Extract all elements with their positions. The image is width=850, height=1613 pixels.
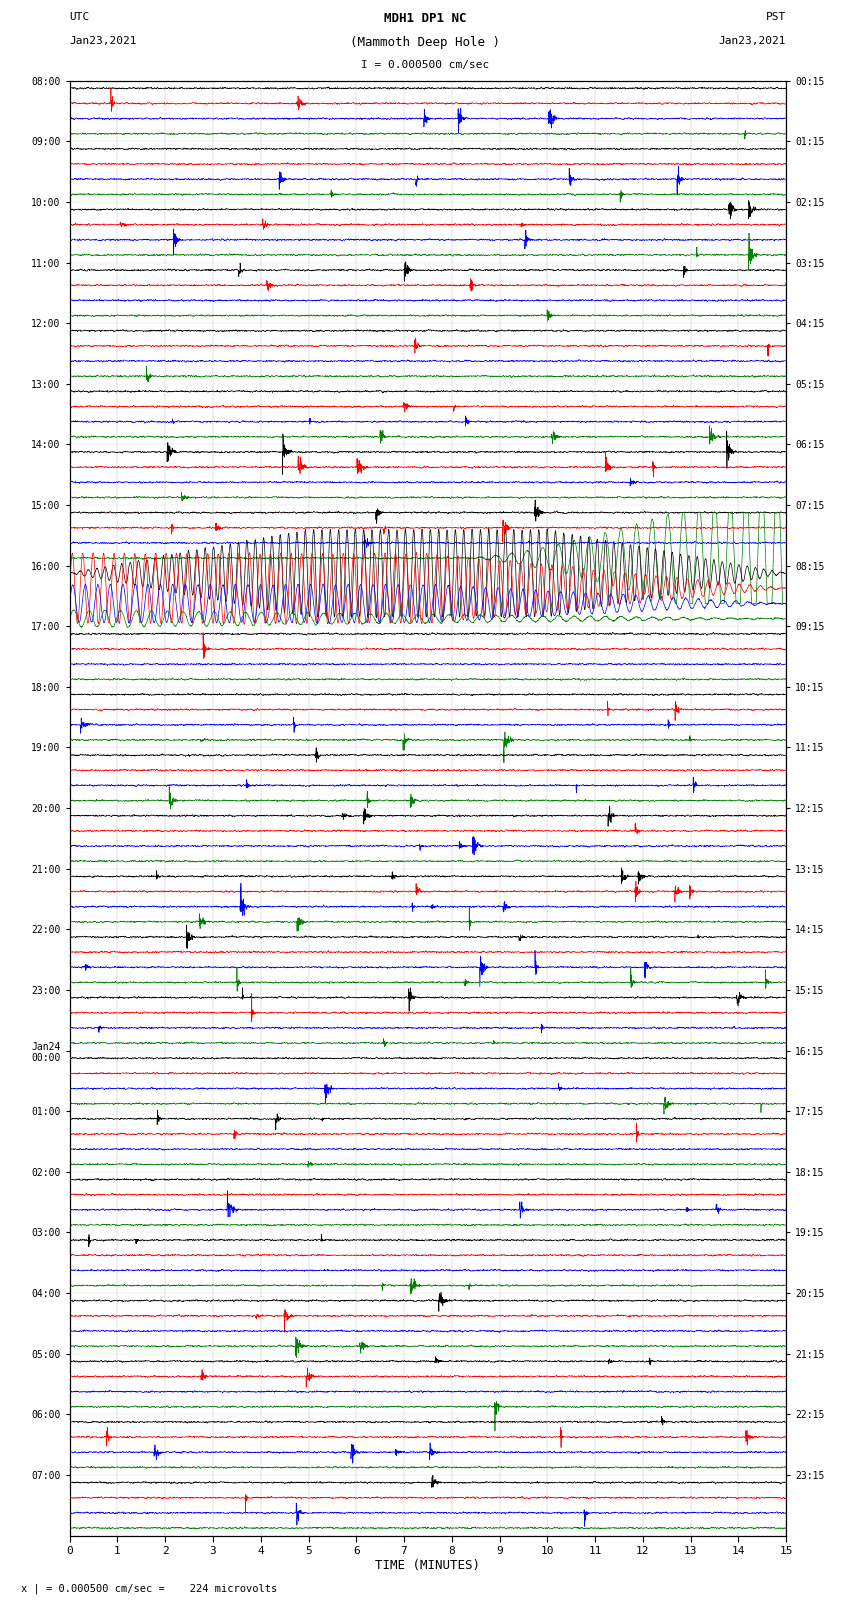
Text: Jan23,2021: Jan23,2021 bbox=[70, 37, 137, 47]
X-axis label: TIME (MINUTES): TIME (MINUTES) bbox=[376, 1558, 480, 1571]
Text: (Mammoth Deep Hole ): (Mammoth Deep Hole ) bbox=[350, 37, 500, 50]
Text: UTC: UTC bbox=[70, 11, 90, 23]
Text: MDH1 DP1 NC: MDH1 DP1 NC bbox=[383, 11, 467, 26]
Text: I = 0.000500 cm/sec: I = 0.000500 cm/sec bbox=[361, 60, 489, 71]
Text: Jan23,2021: Jan23,2021 bbox=[719, 37, 786, 47]
Text: x | = 0.000500 cm/sec =    224 microvolts: x | = 0.000500 cm/sec = 224 microvolts bbox=[21, 1582, 277, 1594]
Text: PST: PST bbox=[766, 11, 786, 23]
